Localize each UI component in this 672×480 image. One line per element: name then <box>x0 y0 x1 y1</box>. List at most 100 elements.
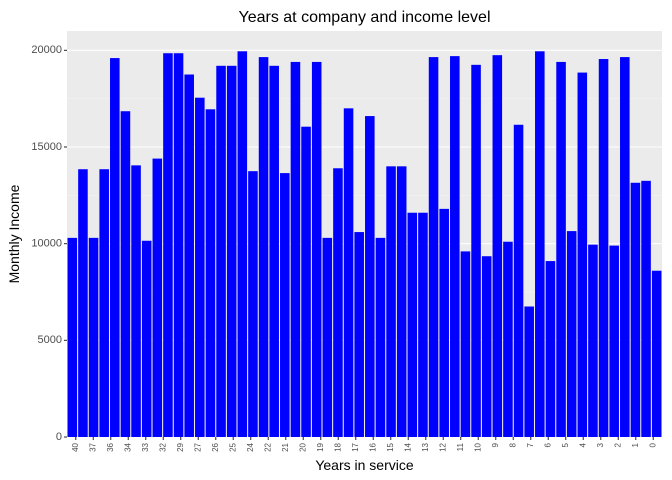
bar <box>630 182 641 437</box>
bar <box>492 55 503 438</box>
bar <box>556 61 566 438</box>
bar <box>365 116 375 437</box>
bar <box>396 166 407 437</box>
x-tick-label: 9 <box>491 442 500 447</box>
x-tick-label: 16 <box>368 442 377 451</box>
bar <box>195 97 205 437</box>
x-tick-label: 18 <box>333 442 342 451</box>
x-tick-label: 24 <box>246 442 255 451</box>
bar <box>184 74 194 437</box>
bar <box>609 245 619 437</box>
x-tick-label: 14 <box>403 442 412 451</box>
bar <box>173 53 184 437</box>
bar <box>598 59 609 437</box>
bar <box>651 270 662 437</box>
bar <box>301 126 311 437</box>
bar <box>120 111 131 437</box>
x-axis-title: Years in service <box>315 457 414 473</box>
chart-title: Years at company and income level <box>239 9 491 26</box>
bar <box>110 58 120 437</box>
bar <box>290 61 301 438</box>
x-tick-label: 19 <box>316 442 325 451</box>
bar <box>333 168 343 437</box>
bar <box>386 166 396 437</box>
bar <box>375 237 386 437</box>
x-axis: 40 37 36 34 33 32 29 27 26 25 24 22 21 20 19 18 17 16 15 14… <box>71 437 657 452</box>
x-tick-label: 32 <box>158 442 167 451</box>
x-tick-label: 10 <box>473 442 482 451</box>
bar <box>641 180 651 437</box>
x-tick-label: 21 <box>281 442 290 451</box>
x-tick-label: 27 <box>193 442 202 451</box>
bar <box>322 237 333 437</box>
x-tick-label: 11 <box>456 442 465 451</box>
x-tick-label: 12 <box>438 442 447 451</box>
x-tick-label: 13 <box>421 442 430 451</box>
bar <box>99 169 109 438</box>
bar <box>216 65 226 438</box>
x-tick-label: 26 <box>211 442 220 451</box>
bar <box>343 108 354 437</box>
bar <box>205 109 216 438</box>
bar <box>545 261 556 437</box>
bar <box>566 231 577 437</box>
bar <box>588 244 598 437</box>
y-tick-label: 20000 <box>31 44 62 56</box>
bar <box>354 232 364 437</box>
x-tick-label: 0 <box>648 442 657 447</box>
x-tick-label: 33 <box>141 442 150 451</box>
bar <box>503 241 513 437</box>
x-tick-label: 15 <box>386 442 395 451</box>
bar <box>280 173 290 437</box>
bar <box>237 51 248 438</box>
x-tick-label: 36 <box>106 442 115 451</box>
x-tick-label: 1 <box>631 442 640 447</box>
bar <box>67 237 78 437</box>
x-tick-label: 29 <box>176 442 185 451</box>
x-tick-label: 25 <box>228 442 237 451</box>
bar <box>513 124 524 438</box>
bar <box>481 256 492 437</box>
bar <box>78 169 88 438</box>
x-tick-label: 20 <box>298 442 307 451</box>
bar <box>88 237 99 437</box>
bar <box>163 53 173 437</box>
x-tick-label: 34 <box>123 442 132 451</box>
bar <box>311 61 322 438</box>
bar <box>226 65 237 438</box>
x-tick-label: 7 <box>526 442 535 447</box>
bar <box>450 56 460 437</box>
bar <box>141 240 152 437</box>
y-axis: 0 5000 10000 15000 20000 <box>31 44 67 443</box>
x-tick-label: 5 <box>561 442 570 447</box>
bar <box>460 251 471 437</box>
x-tick-label: 37 <box>88 442 97 451</box>
y-tick-label: 0 <box>56 431 62 443</box>
bar <box>620 57 630 437</box>
bar <box>269 65 279 438</box>
bar <box>524 306 534 437</box>
y-tick-label: 15000 <box>31 141 62 153</box>
x-tick-label: 22 <box>263 442 272 451</box>
y-axis-title: Monthly Income <box>6 184 22 283</box>
bar <box>248 171 258 438</box>
y-tick-label: 10000 <box>31 238 62 250</box>
x-tick-label: 17 <box>351 442 360 451</box>
bar <box>407 212 418 437</box>
bar <box>418 212 428 437</box>
bar <box>535 51 545 438</box>
bar <box>152 158 163 437</box>
y-tick-label: 5000 <box>38 334 62 346</box>
x-tick-label: 3 <box>596 442 605 447</box>
bar <box>428 57 439 437</box>
x-tick-label: 6 <box>543 442 552 447</box>
x-tick-label: 4 <box>578 442 587 447</box>
bar <box>439 208 449 437</box>
x-tick-label: 2 <box>613 442 622 447</box>
bar <box>258 57 269 437</box>
bars <box>67 51 662 438</box>
x-tick-label: 40 <box>71 442 80 451</box>
bar <box>577 72 588 437</box>
